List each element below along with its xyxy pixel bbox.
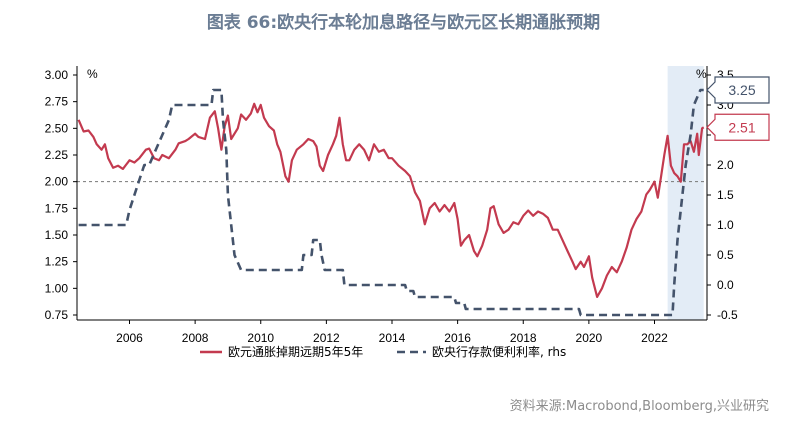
- inflation-value-label-box: [706, 113, 770, 141]
- left-tick-label: 3.00: [45, 68, 69, 82]
- x-tick-label: 2016: [444, 331, 471, 345]
- left-tick-label: 1.50: [45, 228, 69, 242]
- left-tick-label: 1.75: [45, 201, 69, 215]
- x-tick-label: 2008: [182, 331, 209, 345]
- chart-title: 图表 66:欧央行本轮加息路径与欧元区长期通胀预期: [206, 13, 601, 33]
- left-tick-label: 0.75: [45, 308, 69, 322]
- x-tick-label: 2018: [510, 331, 537, 345]
- x-tick-label: 2010: [247, 331, 274, 345]
- left-tick-label: 1.00: [45, 281, 69, 295]
- left-tick-label: 2.00: [45, 175, 69, 189]
- rate-value-label: 3.25: [728, 82, 755, 98]
- inflation-value-label: 2.51: [728, 119, 755, 135]
- right-tick-label: 1.0: [717, 218, 734, 232]
- rate-value-label-box: [706, 76, 770, 104]
- right-tick-label: 2.0: [717, 158, 734, 172]
- legend-label-2: 欧央行存款便利利率, rhs: [432, 344, 566, 359]
- source-note: 资料来源:Macrobond,Bloomberg,兴业研究: [509, 399, 769, 414]
- right-tick-label: -0.5: [717, 308, 738, 322]
- right-tick-label: 1.5: [717, 188, 734, 202]
- series-line-2: [78, 88, 704, 317]
- left-axis-unit: %: [87, 67, 98, 81]
- right-axis-unit: %: [696, 67, 707, 81]
- series-line-1: [77, 102, 705, 298]
- x-tick-label: 2014: [379, 331, 406, 345]
- left-tick-label: 2.75: [45, 95, 69, 109]
- x-tick-label: 2006: [116, 331, 143, 345]
- shaded-region: [667, 66, 704, 320]
- left-tick-label: 2.25: [45, 148, 69, 162]
- x-tick-label: 2022: [641, 331, 668, 345]
- right-tick-label: 0.0: [717, 278, 734, 292]
- x-tick-label: 2020: [576, 331, 603, 345]
- left-tick-label: 2.50: [45, 121, 69, 135]
- legend-label-1: 欧元通胀掉期远期5年5年: [228, 345, 363, 359]
- left-tick-label: 1.25: [45, 255, 69, 269]
- right-tick-label: 0.5: [717, 248, 734, 262]
- x-tick-label: 2012: [313, 331, 340, 345]
